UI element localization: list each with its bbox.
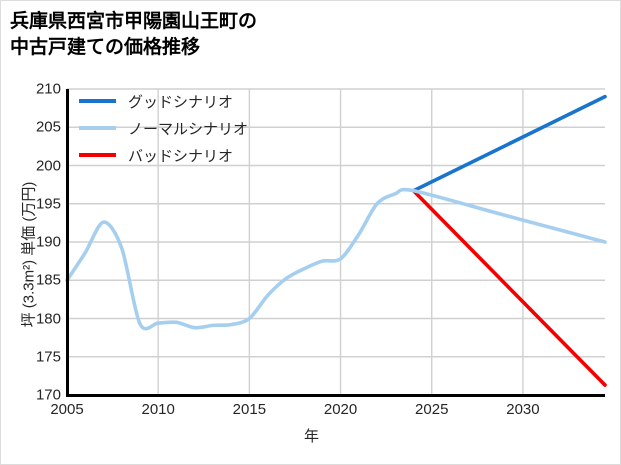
x-tick-label: 2030 bbox=[506, 401, 540, 418]
x-tick-label: 2015 bbox=[232, 401, 267, 418]
y-tick-label: 205 bbox=[35, 118, 61, 136]
series-line bbox=[411, 94, 607, 193]
x-tick-label: 2025 bbox=[415, 401, 449, 418]
series-layer bbox=[65, 94, 607, 387]
legend-item-label: ノーマルシナリオ bbox=[128, 120, 249, 138]
series-line bbox=[411, 188, 607, 387]
y-tick-label: 180 bbox=[35, 310, 61, 327]
chart-legend: グッドシナリオ ノーマルシナリオ バッドシナリオ bbox=[79, 93, 249, 165]
legend-item-label: グッドシナリオ bbox=[128, 93, 234, 111]
x-tick-label: 2020 bbox=[323, 401, 358, 418]
y-axis-label: 坪 (3.3m²) 単価 (万円) bbox=[20, 181, 38, 328]
x-tick-label: 2010 bbox=[141, 401, 175, 418]
legend-color-swatch bbox=[79, 99, 116, 103]
y-tick-label: 200 bbox=[35, 157, 61, 174]
y-tick-label: 175 bbox=[35, 348, 61, 366]
legend-color-swatch bbox=[79, 153, 116, 157]
y-tick-label: 170 bbox=[35, 386, 61, 404]
page-title: 兵庫県西宮市甲陽園山王町の 中古戸建ての価格推移 bbox=[10, 11, 258, 58]
y-tick-label: 190 bbox=[35, 233, 61, 251]
series-line bbox=[65, 187, 607, 331]
y-tick-label: 210 bbox=[35, 80, 61, 98]
legend-item-label: バッドシナリオ bbox=[128, 147, 234, 165]
legend-item[interactable]: バッドシナリオ bbox=[79, 147, 248, 165]
legend-item[interactable]: ノーマルシナリオ bbox=[79, 120, 249, 138]
legend-item[interactable]: グッドシナリオ bbox=[79, 93, 248, 111]
x-axis-label: 年 bbox=[303, 428, 319, 445]
y-tick-label: 185 bbox=[35, 271, 61, 289]
legend-color-swatch bbox=[79, 126, 116, 130]
x-tick-label: 2005 bbox=[50, 401, 84, 418]
y-tick-label: 195 bbox=[35, 195, 61, 213]
